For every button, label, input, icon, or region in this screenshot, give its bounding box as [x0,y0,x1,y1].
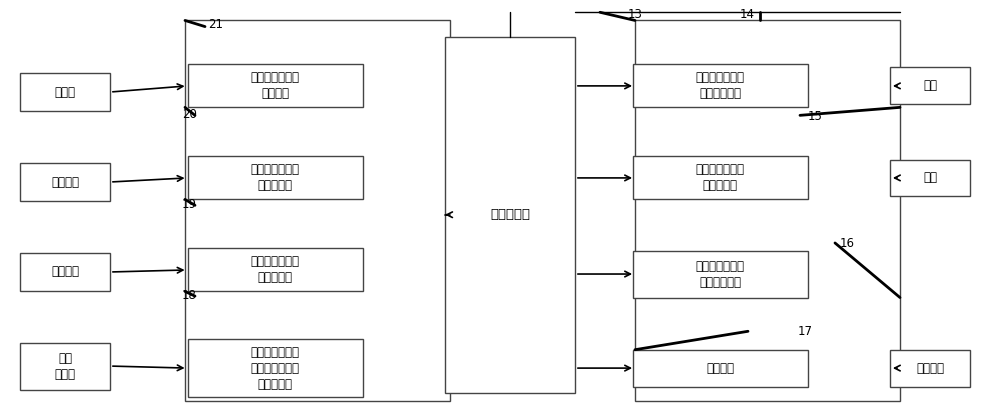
Text: 13: 13 [628,8,643,21]
Text: 19: 19 [182,198,197,211]
Bar [188,157,363,200]
Bar [185,20,450,401]
Bar [20,72,110,111]
Bar [890,67,970,104]
Bar [20,252,110,291]
Bar [188,339,363,397]
Text: 其他系统: 其他系统 [916,362,944,375]
Bar [188,248,363,291]
Text: 21: 21 [208,18,223,31]
Bar [890,160,970,196]
Bar [633,250,808,298]
Text: 14: 14 [740,8,755,21]
Text: 电机控制信号输
出接口电路: 电机控制信号输 出接口电路 [696,164,744,192]
Text: 仪表: 仪表 [923,79,937,92]
Text: 电源输入及调理
接口电路: 电源输入及调理 接口电路 [250,72,300,100]
Text: 17: 17 [798,325,813,338]
Bar [20,162,110,201]
Text: 通讯接口: 通讯接口 [706,362,734,375]
Text: 主控制芯片: 主控制芯片 [490,208,530,221]
Bar [633,64,808,107]
Text: 外电源: 外电源 [54,85,76,99]
Text: 15: 15 [808,110,823,123]
Text: 转速、电压、电
流、温度信号输
入接口电路: 转速、电压、电 流、温度信号输 入接口电路 [250,346,300,391]
Text: 各类
传感器: 各类 传感器 [54,352,76,380]
Text: 16: 16 [840,237,855,250]
Bar [445,37,575,393]
Bar [890,350,970,387]
Text: 仪表盘显示数据
输出接口电路: 仪表盘显示数据 输出接口电路 [696,72,744,100]
Bar [633,350,808,387]
Text: 电子刹车信号输
入接口电路: 电子刹车信号输 入接口电路 [250,256,300,284]
Text: 电机: 电机 [923,171,937,184]
Text: 18: 18 [182,289,197,302]
Bar [635,20,900,401]
Bar [188,64,363,107]
Bar [20,343,110,389]
Text: 20: 20 [182,108,197,121]
Text: 具有电子差速功
能的驱动电路: 具有电子差速功 能的驱动电路 [696,260,744,288]
Text: 电子油门: 电子油门 [51,175,79,189]
Bar [633,157,808,200]
Text: 电子刹车: 电子刹车 [51,265,79,279]
Text: 电子油门信号输
入接口电路: 电子油门信号输 入接口电路 [250,164,300,192]
